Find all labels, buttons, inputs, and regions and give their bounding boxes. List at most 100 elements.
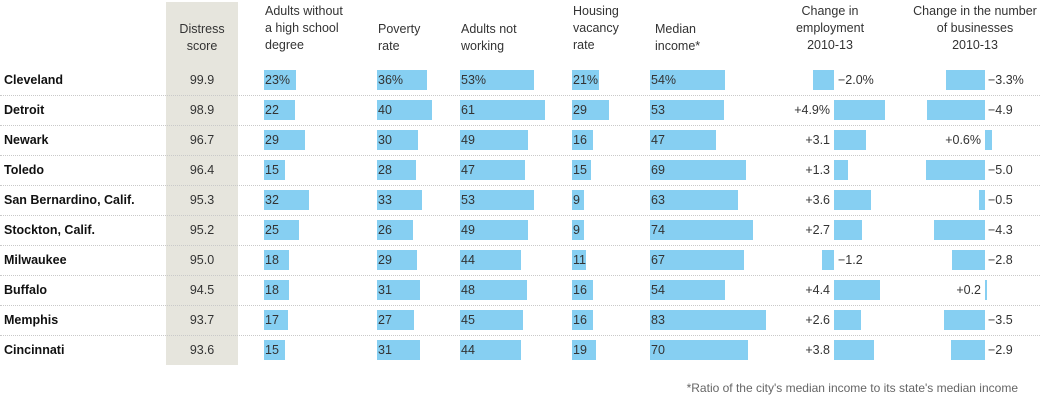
education-label: 15 <box>265 163 279 177</box>
employment-change-label: +3.6 <box>805 193 830 207</box>
income-bar <box>650 220 754 240</box>
income-label: 54 <box>651 283 665 297</box>
education-label: 18 <box>265 253 279 267</box>
header-businesses: Change in the number of businesses 2010-… <box>900 3 1050 54</box>
employment-change-label: −1.2 <box>838 253 863 267</box>
distress-score: 95.0 <box>189 253 215 267</box>
row-separator <box>0 185 1040 186</box>
poverty-label: 31 <box>378 343 392 357</box>
header-line: Adults without <box>265 4 343 18</box>
footnote: *Ratio of the city's median income to it… <box>686 381 1018 395</box>
header-line: vacancy <box>573 21 619 35</box>
header-line: score <box>186 39 218 53</box>
header-education: Adults without a high school degree <box>265 3 343 54</box>
header-line: Distress <box>179 22 225 36</box>
header-line: rate <box>378 39 400 53</box>
education-bar <box>264 100 295 120</box>
education-label: 18 <box>265 283 279 297</box>
poverty-bar <box>377 340 420 360</box>
employment-change-label: +1.3 <box>805 163 830 177</box>
header-line: of businesses <box>936 21 1014 35</box>
not-working-label: 53% <box>461 73 487 87</box>
poverty-label: 28 <box>378 163 392 177</box>
employment-change-bar <box>834 220 863 240</box>
vacancy-label: 19 <box>573 343 587 357</box>
income-label: 69 <box>651 163 665 177</box>
poverty-label: 40 <box>378 103 392 117</box>
education-bar <box>264 220 300 240</box>
vacancy-label: 21% <box>573 73 599 87</box>
business-change-bar <box>985 280 988 300</box>
poverty-bar <box>377 250 417 270</box>
not-working-bar <box>460 310 523 330</box>
income-bar <box>650 70 726 90</box>
employment-change-bar <box>834 190 872 210</box>
business-change-label: −5.0 <box>988 163 1013 177</box>
header-line: employment <box>795 21 865 35</box>
poverty-label: 26 <box>378 223 392 237</box>
education-bar <box>264 190 309 210</box>
poverty-label: 27 <box>378 313 392 327</box>
vacancy-bar <box>572 280 593 300</box>
poverty-label: 33 <box>378 193 392 207</box>
business-change-label: −2.9 <box>988 343 1013 357</box>
not-working-label: 49 <box>461 133 475 147</box>
income-bar <box>650 340 748 360</box>
not-working-label: 47 <box>461 163 475 177</box>
city-label: Cincinnati <box>4 343 65 357</box>
income-label: 74 <box>651 223 665 237</box>
not-working-label: 44 <box>461 343 475 357</box>
not-working-bar <box>460 70 534 90</box>
not-working-label: 45 <box>461 313 475 327</box>
header-line: Adults not <box>461 22 517 36</box>
business-change-bar <box>926 160 985 180</box>
education-label: 22 <box>265 103 279 117</box>
business-change-bar <box>934 220 985 240</box>
distress-score: 93.6 <box>189 343 215 357</box>
employment-change-bar <box>813 70 834 90</box>
education-label: 23% <box>265 73 291 87</box>
header-line: Change in <box>801 4 859 18</box>
header-employment: Change in employment 2010-13 <box>770 3 890 54</box>
vacancy-bar <box>572 70 599 90</box>
header-line: degree <box>265 38 304 52</box>
business-change-bar <box>943 310 985 330</box>
distress-score: 96.7 <box>189 133 215 147</box>
vacancy-bar <box>572 310 593 330</box>
row-separator <box>0 275 1040 276</box>
vacancy-label: 9 <box>573 193 580 207</box>
poverty-bar <box>377 160 416 180</box>
vacancy-label: 11 <box>573 253 586 267</box>
header-distress-score: Distress score <box>166 21 238 55</box>
row-separator <box>0 95 1040 96</box>
distress-score: 99.9 <box>189 73 215 87</box>
income-bar <box>650 100 725 120</box>
income-label: 83 <box>651 313 665 327</box>
business-change-label: −3.3% <box>988 73 1024 87</box>
row-separator <box>0 335 1040 336</box>
employment-change-label: −2.0% <box>838 73 874 87</box>
not-working-label: 44 <box>461 253 475 267</box>
row-separator <box>0 245 1040 246</box>
business-change-label: −4.9 <box>988 103 1013 117</box>
header-line: income* <box>655 39 701 53</box>
employment-change-bar <box>834 160 848 180</box>
education-bar <box>264 70 297 90</box>
poverty-bar <box>377 280 420 300</box>
city-label: San Bernardino, Calif. <box>4 193 135 207</box>
business-change-bar <box>979 190 985 210</box>
not-working-label: 48 <box>461 283 475 297</box>
not-working-bar <box>460 220 529 240</box>
poverty-label: 29 <box>378 253 392 267</box>
business-change-bar <box>951 250 985 270</box>
education-bar <box>264 280 290 300</box>
vacancy-label: 15 <box>573 163 587 177</box>
poverty-bar <box>377 130 419 150</box>
header-line: Change in the number <box>913 4 1037 18</box>
header-not-working: Adults not working <box>461 21 517 55</box>
header-income: Median income* <box>655 21 700 55</box>
vacancy-bar <box>572 100 610 120</box>
income-bar <box>650 280 726 300</box>
header-line: 2010-13 <box>807 38 853 52</box>
poverty-label: 30 <box>378 133 392 147</box>
